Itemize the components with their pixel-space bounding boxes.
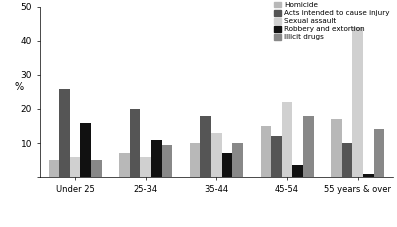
Bar xyxy=(119,153,130,177)
Bar xyxy=(342,143,353,177)
Bar xyxy=(130,109,141,177)
Bar xyxy=(80,123,91,177)
Bar xyxy=(353,27,363,177)
Bar xyxy=(59,89,70,177)
Bar xyxy=(282,102,292,177)
Bar xyxy=(303,116,314,177)
Bar xyxy=(232,143,243,177)
Bar xyxy=(141,157,151,177)
Bar xyxy=(271,136,282,177)
Bar xyxy=(222,153,232,177)
Bar xyxy=(151,140,162,177)
Bar xyxy=(162,145,172,177)
Bar xyxy=(331,119,342,177)
Bar xyxy=(190,143,200,177)
Bar xyxy=(211,133,222,177)
Bar xyxy=(200,116,211,177)
Bar xyxy=(292,165,303,177)
Bar xyxy=(363,174,374,177)
Bar xyxy=(91,160,102,177)
Legend: Homicide, Acts intended to cause injury, Sexual assault, Robbery and extortion, : Homicide, Acts intended to cause injury,… xyxy=(274,2,389,40)
Bar xyxy=(70,157,80,177)
Bar xyxy=(374,129,384,177)
Bar xyxy=(260,126,271,177)
Bar xyxy=(48,160,59,177)
Y-axis label: %: % xyxy=(15,82,24,92)
